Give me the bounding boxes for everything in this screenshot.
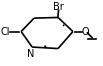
Text: N: N	[28, 49, 35, 59]
Text: O: O	[81, 27, 89, 36]
Text: Cl: Cl	[0, 27, 10, 36]
Text: Br: Br	[53, 2, 64, 12]
